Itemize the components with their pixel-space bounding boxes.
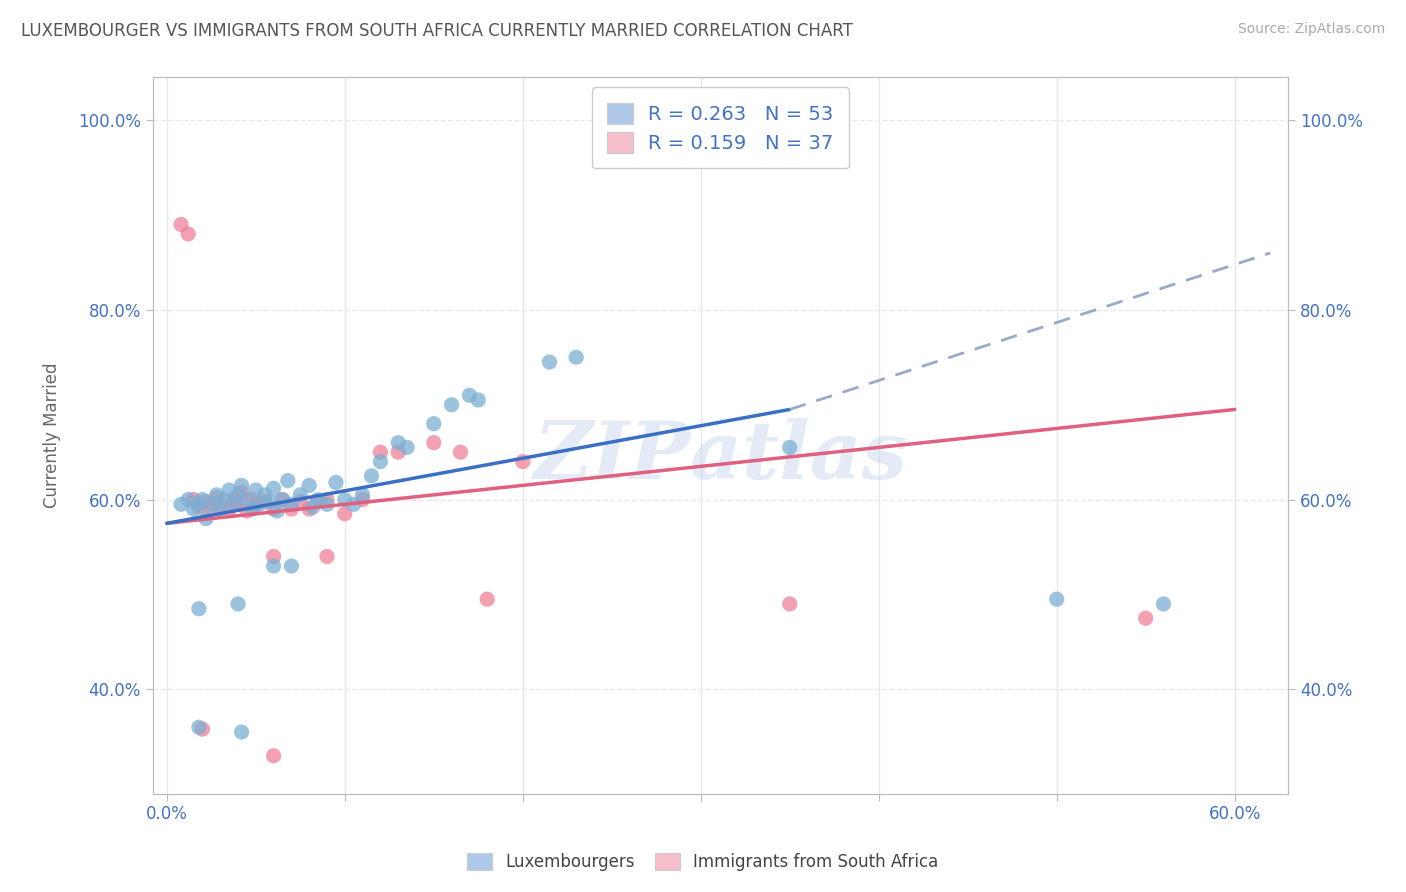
Legend: Luxembourgers, Immigrants from South Africa: Luxembourgers, Immigrants from South Afr… bbox=[458, 845, 948, 880]
Text: Source: ZipAtlas.com: Source: ZipAtlas.com bbox=[1237, 22, 1385, 37]
Point bbox=[183, 492, 205, 507]
Point bbox=[290, 494, 312, 508]
Point bbox=[195, 511, 218, 525]
Point bbox=[307, 492, 329, 507]
Point bbox=[538, 355, 561, 369]
Point bbox=[316, 492, 339, 507]
Point bbox=[205, 488, 228, 502]
Point bbox=[440, 398, 463, 412]
Point bbox=[183, 502, 205, 516]
Point bbox=[298, 478, 321, 492]
Point bbox=[271, 492, 294, 507]
Point bbox=[450, 445, 472, 459]
Point bbox=[263, 559, 285, 574]
Point bbox=[187, 601, 209, 615]
Point bbox=[263, 502, 285, 516]
Point bbox=[280, 502, 302, 516]
Point bbox=[226, 488, 249, 502]
Point bbox=[467, 392, 489, 407]
Point bbox=[226, 597, 249, 611]
Point bbox=[191, 492, 214, 507]
Text: ZIP​atlas: ZIP​atlas bbox=[533, 418, 907, 496]
Point bbox=[187, 500, 209, 515]
Text: LUXEMBOURGER VS IMMIGRANTS FROM SOUTH AFRICA CURRENTLY MARRIED CORRELATION CHART: LUXEMBOURGER VS IMMIGRANTS FROM SOUTH AF… bbox=[21, 22, 853, 40]
Point bbox=[280, 497, 302, 511]
Point bbox=[565, 351, 588, 365]
Point bbox=[253, 494, 276, 508]
Point bbox=[1135, 611, 1157, 625]
Point bbox=[177, 227, 200, 241]
Point bbox=[387, 435, 409, 450]
Point bbox=[218, 483, 240, 497]
Point bbox=[187, 720, 209, 734]
Point bbox=[170, 218, 193, 232]
Point bbox=[240, 492, 263, 507]
Point bbox=[271, 492, 294, 507]
Point bbox=[298, 502, 321, 516]
Point bbox=[224, 497, 246, 511]
Point bbox=[263, 549, 285, 564]
Point bbox=[231, 485, 253, 500]
Point bbox=[209, 497, 232, 511]
Point bbox=[325, 475, 347, 490]
Point bbox=[423, 417, 446, 431]
Point bbox=[231, 725, 253, 739]
Point bbox=[209, 502, 232, 516]
Point bbox=[200, 502, 222, 516]
Point bbox=[333, 492, 356, 507]
Point bbox=[212, 492, 235, 507]
Point bbox=[170, 497, 193, 511]
Point bbox=[236, 504, 259, 518]
Point bbox=[277, 474, 299, 488]
Point bbox=[247, 497, 270, 511]
Point bbox=[779, 441, 801, 455]
Point bbox=[263, 481, 285, 495]
Point bbox=[290, 488, 312, 502]
Point bbox=[307, 494, 329, 508]
Point bbox=[301, 500, 323, 515]
Point bbox=[195, 494, 218, 508]
Point bbox=[343, 497, 366, 511]
Point bbox=[200, 497, 222, 511]
Point bbox=[512, 455, 534, 469]
Point bbox=[259, 494, 281, 508]
Point bbox=[387, 445, 409, 459]
Legend: R = 0.263   N = 53, R = 0.159   N = 37: R = 0.263 N = 53, R = 0.159 N = 37 bbox=[592, 87, 849, 169]
Point bbox=[477, 592, 499, 607]
Point bbox=[370, 445, 392, 459]
Point bbox=[779, 597, 801, 611]
Point bbox=[253, 488, 276, 502]
Point bbox=[333, 507, 356, 521]
Point bbox=[218, 502, 240, 516]
Point bbox=[266, 504, 288, 518]
Point bbox=[360, 468, 382, 483]
Point bbox=[352, 488, 374, 502]
Point bbox=[316, 549, 339, 564]
Point bbox=[177, 492, 200, 507]
Point bbox=[1046, 592, 1069, 607]
Point bbox=[1153, 597, 1175, 611]
Point bbox=[352, 492, 374, 507]
Point bbox=[458, 388, 481, 402]
Point bbox=[224, 492, 246, 507]
Point bbox=[245, 497, 267, 511]
Point bbox=[187, 497, 209, 511]
Point bbox=[370, 455, 392, 469]
Point bbox=[231, 478, 253, 492]
Point bbox=[245, 483, 267, 497]
Point bbox=[236, 492, 259, 507]
Point bbox=[280, 559, 302, 574]
Point bbox=[396, 441, 419, 455]
Point bbox=[226, 497, 249, 511]
Point bbox=[205, 491, 228, 505]
Point bbox=[240, 502, 263, 516]
Y-axis label: Currently Married: Currently Married bbox=[44, 363, 60, 508]
Point bbox=[423, 435, 446, 450]
Point bbox=[316, 497, 339, 511]
Point bbox=[263, 748, 285, 763]
Point bbox=[191, 722, 214, 736]
